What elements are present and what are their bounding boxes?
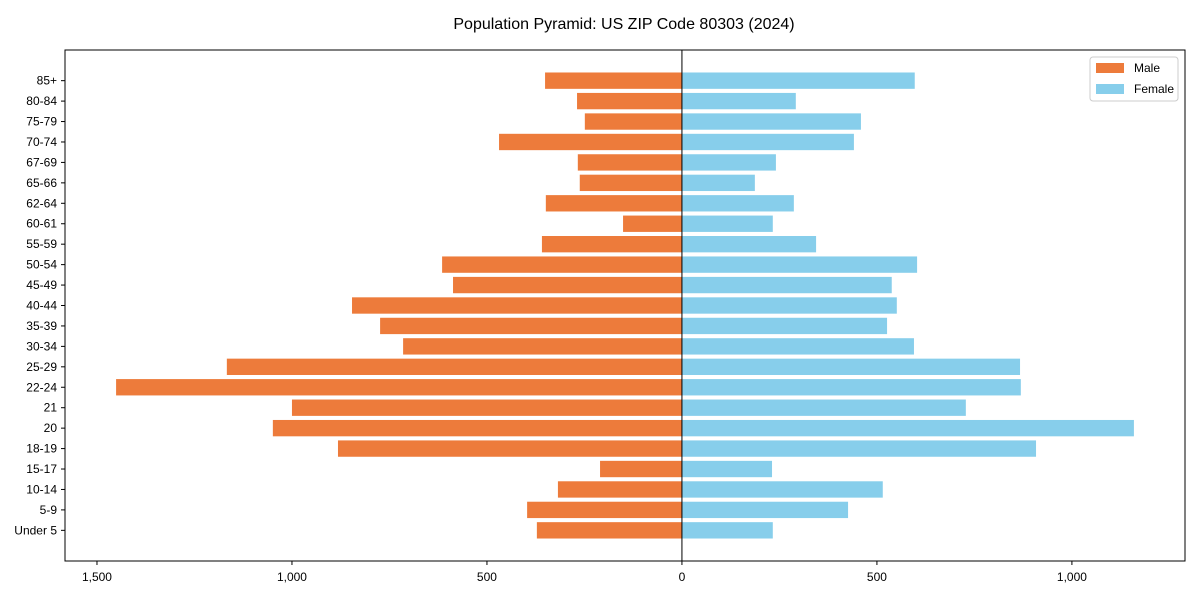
bar-female-22-24	[681, 379, 1021, 396]
y-tick-label: 55-59	[26, 237, 57, 251]
legend-swatch-female	[1096, 84, 1124, 94]
bar-female-62-64	[681, 195, 794, 212]
x-tick-label: 1,000	[1057, 570, 1087, 584]
bar-female-75-79	[681, 113, 861, 130]
y-tick-label: 67-69	[26, 155, 57, 169]
bar-male-40-44	[352, 297, 682, 314]
bar-male-18-19	[337, 440, 682, 457]
bar-female-20	[681, 419, 1134, 437]
y-tick-label: 25-29	[26, 360, 57, 374]
y-tick-label: 10-14	[26, 482, 57, 496]
bar-male-67-69	[577, 154, 682, 171]
legend-label-female: Female	[1134, 82, 1174, 96]
bar-female-5-9	[681, 501, 849, 519]
bar-male-60-61	[623, 215, 682, 232]
y-tick-label: 22-24	[26, 380, 57, 394]
bar-male-10-14	[557, 481, 682, 498]
y-tick-label: 21	[44, 401, 58, 415]
y-tick-label: 5-9	[40, 503, 58, 517]
bar-female-80-84	[681, 92, 796, 110]
bar-female-45-49	[681, 276, 892, 294]
bar-female-30-34	[681, 338, 914, 355]
x-tick-label: 500	[477, 570, 497, 584]
y-tick-label: 18-19	[26, 442, 57, 456]
y-tick-label: 20	[44, 421, 58, 435]
y-tick-label: 35-39	[26, 319, 57, 333]
bar-male-50-54	[442, 256, 682, 273]
bar-male-15-17	[600, 460, 682, 478]
y-tick-label: 65-66	[26, 176, 57, 190]
bar-male-25-29	[226, 358, 682, 375]
y-tick-label: 75-79	[26, 115, 57, 129]
bar-male-80-84	[577, 92, 682, 110]
x-tick-label: 1,500	[82, 570, 112, 584]
y-tick-label: 15-17	[26, 462, 57, 476]
y-tick-label: 30-34	[26, 339, 57, 353]
bar-male-21	[291, 399, 682, 416]
x-tick-label: 0	[679, 570, 686, 584]
bar-female-70-74	[681, 133, 854, 151]
bar-male-85+	[545, 72, 682, 89]
y-tick-label: 40-44	[26, 299, 57, 313]
x-tick-label: 500	[867, 570, 887, 584]
bar-female-55-59	[681, 236, 817, 253]
bar-female-15-17	[681, 460, 773, 478]
bar-female-50-54	[681, 256, 918, 273]
y-tick-label: 80-84	[26, 94, 57, 108]
bar-male-5-9	[527, 501, 682, 519]
y-tick-label: 85+	[37, 74, 57, 88]
bar-male-75-79	[584, 113, 682, 130]
bar-male-65-66	[579, 174, 682, 192]
bar-female-85+	[681, 72, 915, 89]
bar-female-67-69	[681, 154, 776, 171]
y-tick-label: 70-74	[26, 135, 57, 149]
bar-male-55-59	[541, 236, 682, 253]
legend: Male Female	[1089, 56, 1179, 102]
bar-male-35-39	[380, 317, 682, 335]
bar-male-30-34	[403, 338, 682, 355]
bar-female-10-14	[681, 481, 883, 498]
bar-male-under-5	[536, 522, 682, 539]
bar-female-25-29	[681, 358, 1021, 375]
bar-male-70-74	[499, 133, 682, 151]
y-tick-label: Under 5	[14, 523, 57, 537]
bar-female-21	[681, 399, 966, 416]
y-tick-label: 45-49	[26, 278, 57, 292]
bar-female-65-66	[681, 174, 755, 192]
bar-male-62-64	[545, 195, 682, 212]
plot-frame	[64, 49, 1186, 562]
legend-swatch-male	[1096, 63, 1124, 73]
bar-male-20	[272, 419, 682, 437]
y-tick-label: 62-64	[26, 196, 57, 210]
bar-female-60-61	[681, 215, 773, 232]
bar-female-under-5	[681, 522, 773, 539]
bar-female-40-44	[681, 297, 897, 314]
bar-male-22-24	[116, 379, 682, 396]
chart-title: Population Pyramid: US ZIP Code 80303 (2…	[453, 16, 794, 33]
legend-label-male: Male	[1134, 61, 1160, 75]
y-tick-label: 50-54	[26, 258, 57, 272]
bar-male-45-49	[453, 276, 682, 294]
bar-female-18-19	[681, 440, 1037, 457]
x-tick-label: 1,000	[277, 570, 307, 584]
bar-female-35-39	[681, 317, 888, 335]
y-tick-label: 60-61	[26, 217, 57, 231]
